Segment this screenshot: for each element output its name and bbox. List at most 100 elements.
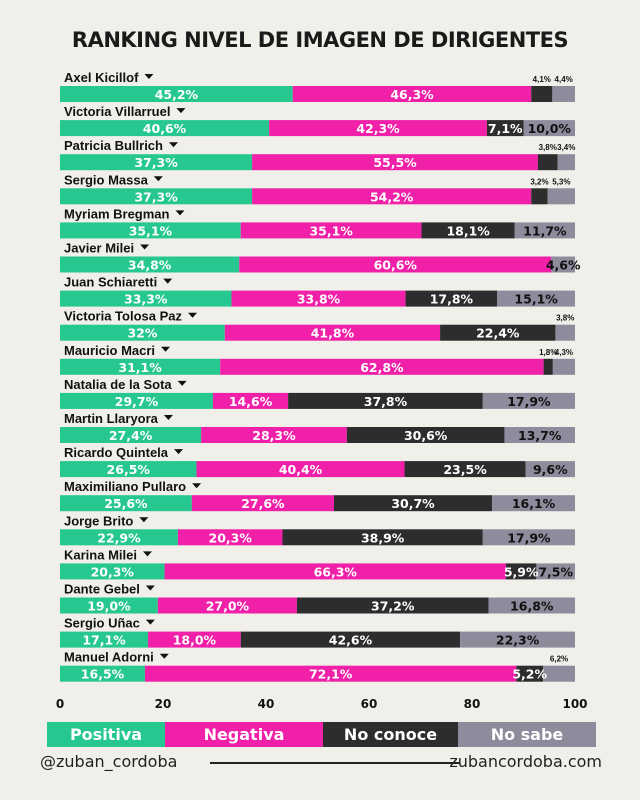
data-label: 37,2% <box>371 599 415 614</box>
dirigente-name: Manuel Adorni <box>64 650 154 665</box>
chevron-down-icon <box>174 449 184 455</box>
bar-segment-positiva <box>60 631 149 648</box>
data-label: 7,5% <box>538 564 573 579</box>
data-label: 16,5% <box>81 667 125 682</box>
social-handle: @zuban_cordoba <box>40 752 178 771</box>
data-label: 27,0% <box>206 599 250 614</box>
data-label: 10,0% <box>528 121 572 136</box>
bar-segment-no-conoce <box>405 290 498 307</box>
bar-segment-negativa <box>212 392 289 409</box>
data-label: 27,4% <box>109 428 153 443</box>
data-label-small: 3,4% <box>557 143 575 152</box>
data-label: 31,1% <box>118 360 162 375</box>
dirigente-name: Victoria Tolosa Paz <box>64 309 183 324</box>
data-label: 20,3% <box>209 530 253 545</box>
data-label: 22,4% <box>476 326 520 341</box>
bar-segment-no-conoce <box>346 427 505 443</box>
bar-segment-positiva <box>60 120 270 137</box>
bar-segment-positiva <box>60 324 225 341</box>
bar-segment-positiva <box>60 427 202 443</box>
bar-segment-positiva <box>60 154 253 171</box>
bar-segment-negativa <box>252 154 538 171</box>
x-tick-label: 80 <box>464 697 481 711</box>
footer: @zuban_cordoba zubancordoba.com <box>40 752 602 772</box>
bar-segment-no-sabe <box>557 154 575 171</box>
bar-segment-negativa <box>164 563 506 580</box>
data-label: 17,9% <box>507 530 551 545</box>
data-label: 14,6% <box>229 394 273 409</box>
data-label: 30,7% <box>391 496 435 511</box>
data-label: 42,3% <box>356 121 400 136</box>
data-label-small: 3,8% <box>539 143 557 152</box>
data-label-small: 4,1% <box>533 75 551 84</box>
bar-segment-positiva <box>60 188 253 205</box>
data-label: 46,3% <box>390 87 434 102</box>
bar-segment-no-sabe <box>492 495 575 512</box>
data-label: 18,0% <box>173 633 217 648</box>
bar-segment-negativa <box>240 222 422 239</box>
data-label: 33,3% <box>124 292 168 307</box>
chevron-down-icon <box>188 312 198 318</box>
data-label: 66,3% <box>314 564 358 579</box>
chevron-down-icon <box>177 380 187 386</box>
data-label: 5,2% <box>512 667 547 682</box>
data-label: 40,6% <box>143 121 187 136</box>
dirigente-name: Axel Kicillof <box>64 70 139 85</box>
bar-segment-no-sabe <box>460 631 575 648</box>
data-label: 55,5% <box>373 155 417 170</box>
bar-segment-negativa <box>191 495 334 512</box>
data-label: 62,8% <box>360 360 404 375</box>
bar-segment-negativa <box>148 631 241 648</box>
bar-segment-positiva <box>60 392 213 409</box>
data-label: 45,2% <box>155 87 199 102</box>
bar-segment-no-sabe <box>504 427 575 443</box>
chevron-down-icon <box>144 74 154 79</box>
data-label: 29,7% <box>115 394 159 409</box>
chevron-down-icon <box>161 346 171 352</box>
data-label: 32% <box>127 326 157 341</box>
bar-segment-no-sabe <box>555 324 575 341</box>
bar-segment-no-conoce <box>296 597 489 614</box>
bar-segment-no-sabe <box>551 256 575 273</box>
bar-segment-no-conoce <box>505 563 537 580</box>
data-label: 16,1% <box>512 496 556 511</box>
dirigente-name: Dante Gebel <box>64 582 140 597</box>
data-label: 54,2% <box>370 189 414 204</box>
data-label: 22,3% <box>496 633 540 648</box>
bar-segment-negativa <box>252 188 532 205</box>
dirigente-name: Myriam Bregman <box>64 206 170 221</box>
dirigente-name: Javier Milei <box>64 241 134 256</box>
data-label: 11,7% <box>523 223 567 238</box>
bar-segment-negativa <box>157 597 297 614</box>
data-label: 16,8% <box>510 599 554 614</box>
legend-positiva: Positiva <box>47 722 165 747</box>
data-label: 33,8% <box>297 292 341 307</box>
bar-segment-positiva <box>60 222 241 239</box>
bar-segment-positiva <box>60 290 232 307</box>
bar-segment-no-sabe <box>543 665 575 682</box>
data-label: 37,8% <box>364 394 408 409</box>
chevron-down-icon <box>140 244 150 250</box>
bar-segment-positiva <box>60 597 158 614</box>
data-label: 35,1% <box>309 223 353 238</box>
data-label: 19,0% <box>87 599 131 614</box>
bar-segment-no-conoce <box>543 358 553 375</box>
data-label: 30,6% <box>404 428 448 443</box>
bar-segment-positiva <box>60 665 145 682</box>
bar-segment-no-sabe <box>514 222 575 239</box>
data-label-small: 1,8% <box>539 348 557 357</box>
chart-title: RANKING NIVEL DE IMAGEN DE DIRIGENTES <box>71 28 569 52</box>
x-tick-label: 60 <box>361 697 378 711</box>
data-label: 27,6% <box>241 496 285 511</box>
data-label-small: 6,2% <box>550 655 568 664</box>
bar-segment-no-sabe <box>523 120 575 137</box>
bar-segment-negativa <box>220 358 544 375</box>
bar-segment-no-conoce <box>421 222 515 239</box>
bar-segment-no-conoce <box>288 392 483 409</box>
bar-segment-no-sabe <box>552 358 575 375</box>
bar-segment-negativa <box>239 256 552 273</box>
bar-segment-no-sabe <box>497 290 575 307</box>
bar-segment-negativa <box>224 324 441 341</box>
data-label: 18,1% <box>446 223 490 238</box>
bar-segment-no-conoce <box>531 86 553 102</box>
